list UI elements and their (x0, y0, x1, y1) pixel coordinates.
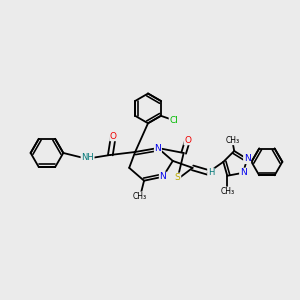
Text: N: N (154, 143, 161, 152)
Text: S: S (175, 173, 181, 182)
Text: H: H (208, 168, 214, 177)
Text: Cl: Cl (169, 116, 178, 125)
Text: NH: NH (81, 153, 94, 162)
Text: CH₃: CH₃ (225, 136, 239, 145)
Text: N: N (244, 154, 250, 164)
Text: O: O (184, 136, 191, 145)
Text: N: N (240, 168, 247, 177)
Text: N: N (160, 172, 166, 181)
Text: CH₃: CH₃ (133, 192, 147, 201)
Text: CH₃: CH₃ (220, 187, 234, 196)
Text: O: O (110, 132, 117, 141)
